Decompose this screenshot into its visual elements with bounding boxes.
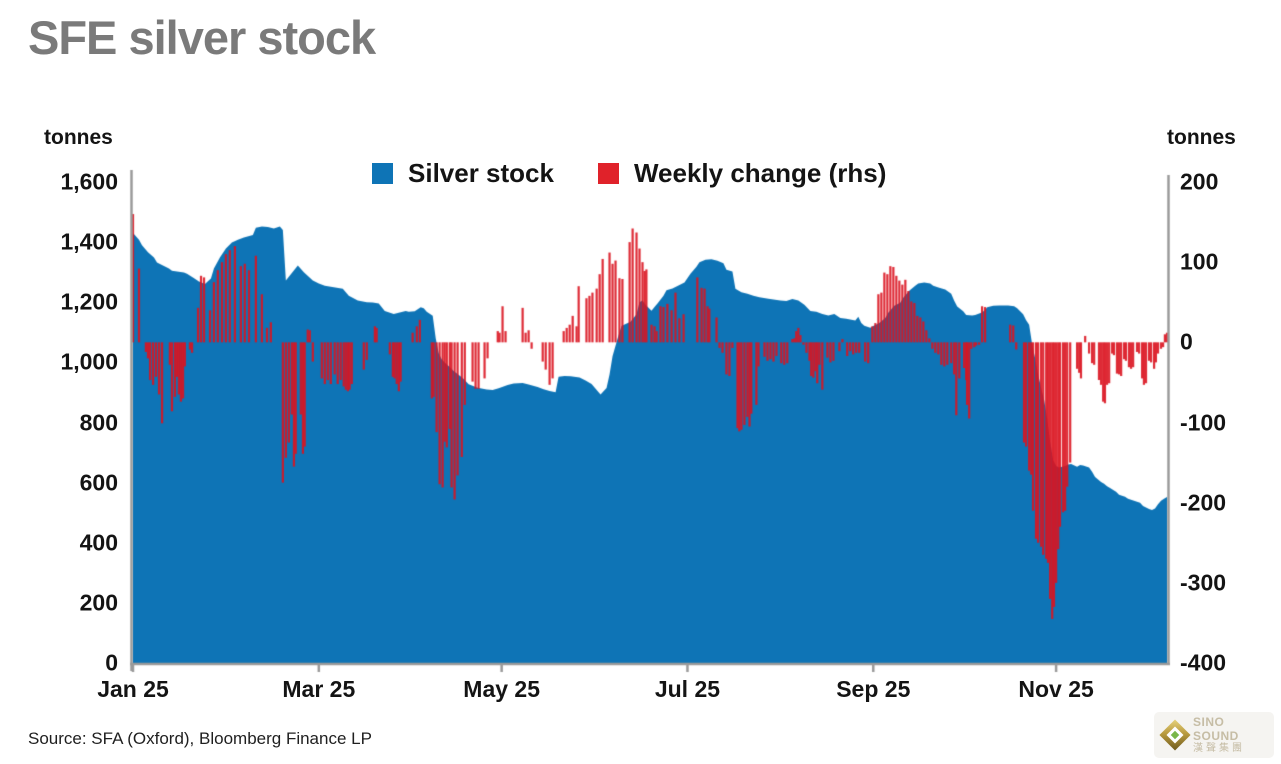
x-axis-tick: Jan 25: [97, 676, 169, 702]
right-axis-tick: 200: [1180, 168, 1219, 195]
left-axis-tick: 400: [79, 529, 118, 556]
left-axis-tick: 600: [79, 469, 118, 496]
x-axis-tick: Nov 25: [1018, 676, 1094, 702]
x-axis-tick: May 25: [463, 676, 540, 702]
left-axis-tick: 1,200: [60, 288, 118, 315]
x-axis-tick: Jul 25: [654, 676, 721, 702]
left-axis-tick: 1,600: [60, 168, 118, 195]
left-axis-tick: 800: [79, 409, 118, 435]
left-axis-tick: 1,400: [60, 228, 118, 255]
page-title: SFE silver stock: [28, 11, 376, 64]
legend-item-silver-stock: Silver stock: [372, 158, 554, 189]
right-axis-tick: -100: [1180, 409, 1227, 435]
legend-label-weekly-change: Weekly change (rhs): [633, 158, 887, 188]
x-axis-tick: Sep 25: [836, 676, 911, 702]
right-axis-tick: 100: [1180, 248, 1219, 275]
silver-stock-swatch-icon: [372, 163, 393, 184]
logo-text-en: SINO SOUND: [1193, 715, 1239, 743]
sino-sound-logo: SINO SOUND 漢聲集團: [1154, 712, 1274, 758]
left-axis-tick: 0: [105, 649, 118, 676]
logo-text-cn: 漢聲集團: [1193, 742, 1245, 754]
legend: Silver stock Weekly change (rhs): [372, 158, 886, 189]
right-axis-tick: -400: [1180, 649, 1227, 676]
right-axis-tick: -200: [1180, 489, 1227, 516]
legend-label-silver-stock: Silver stock: [408, 158, 554, 188]
right-axis-tick: 0: [1180, 328, 1193, 355]
source-line: Source: SFA (Oxford), Bloomberg Finance …: [28, 729, 372, 748]
left-axis-unit-label: tonnes: [44, 126, 113, 149]
x-axis-tick: Mar 25: [282, 676, 356, 702]
diamond-logo-icon: [1159, 719, 1191, 751]
right-axis-tick: -300: [1180, 569, 1227, 596]
left-axis-tick: 1,000: [60, 348, 118, 375]
weekly-change-swatch-icon: [597, 163, 619, 184]
left-axis-tick: 200: [79, 589, 118, 616]
right-axis-unit-label: tonnes: [1167, 126, 1236, 149]
legend-item-weekly-change: Weekly change (rhs): [597, 158, 887, 189]
